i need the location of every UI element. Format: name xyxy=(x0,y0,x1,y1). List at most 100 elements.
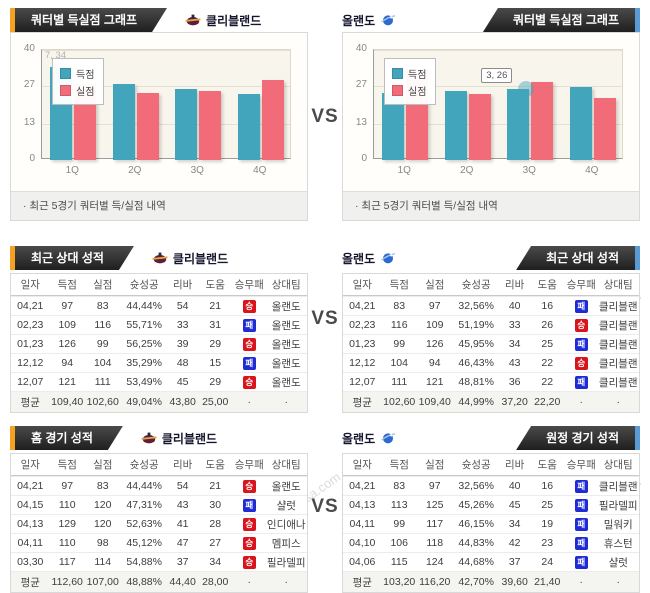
table-row: 01,23 126 99 56,25% 39 29 승 올랜도 xyxy=(11,334,307,353)
assists: 25 xyxy=(541,499,554,511)
opponent: 휴스턴 xyxy=(603,537,633,550)
orlando-logo-icon xyxy=(381,253,396,264)
table-header-row: 일자 득점 실점 슛성공 리바 도움 승무패 상대팀 xyxy=(11,274,307,296)
col-header-assists: 도움 xyxy=(537,279,557,291)
rebounds: 40 xyxy=(508,480,521,492)
result: 패 xyxy=(565,555,598,569)
bar[interactable] xyxy=(382,92,405,160)
bar[interactable] xyxy=(569,87,592,160)
points-for: 104 xyxy=(390,357,408,369)
table-row: 03,30 117 114 54,88% 37 34 승 필라델피 xyxy=(11,552,307,571)
bar[interactable] xyxy=(531,81,554,160)
bar[interactable] xyxy=(175,88,198,160)
table-row: 04,10 106 118 44,83% 42 23 패 휴스턴 xyxy=(343,533,639,552)
y-tick-label: 13 xyxy=(23,117,35,129)
col-header-rebounds: 리바 xyxy=(172,459,193,471)
away-banner-right: 올랜도 원정 경기 성적 xyxy=(342,426,640,450)
col-header-fg-pct: 슛성공 xyxy=(129,459,159,471)
fg-pct: 44,99% xyxy=(458,396,494,408)
result: 승 xyxy=(233,337,266,351)
bar[interactable] xyxy=(468,94,491,160)
col-header-points-for: 득점 xyxy=(389,279,409,291)
y-tick-label: 27 xyxy=(23,78,35,90)
quarter-bar-chart-right[interactable]: 득점 실점 3, 26 0 13 27 40 1Q 2Q 3Q 4Q xyxy=(343,33,639,191)
col-header-points-for: 득점 xyxy=(57,459,77,471)
date: 04,11 xyxy=(349,518,375,530)
section-title-away-right: 원정 경기 성적 xyxy=(516,426,635,450)
points-for: 109,40 xyxy=(51,396,84,408)
result: 패 xyxy=(233,498,266,512)
h2h-banner-right: 올랜도 최근 상대 성적 xyxy=(342,246,640,270)
team-name: 올랜도 xyxy=(342,251,376,266)
col-header-fg-pct: 슛성공 xyxy=(461,459,491,471)
date: 04,21 xyxy=(349,480,376,492)
col-header-points-against: 실점 xyxy=(425,459,445,471)
date: 01,23 xyxy=(17,338,44,350)
bar[interactable] xyxy=(112,84,135,160)
assists: 22 xyxy=(541,376,554,388)
col-header-points-for: 득점 xyxy=(57,279,77,291)
gridline xyxy=(42,50,290,51)
fg-pct: 32,56% xyxy=(458,300,494,312)
fg-pct: 46,15% xyxy=(458,518,494,530)
vs-label-middle: VS xyxy=(311,308,339,329)
bar[interactable] xyxy=(444,91,467,160)
assists: 21 xyxy=(209,300,222,312)
col-header-opponent: 상대팀 xyxy=(603,279,633,291)
points-against: 104 xyxy=(93,357,112,369)
table-header-row: 일자 득점 실점 슛성공 리바 도움 승무패 상대팀 xyxy=(11,454,307,476)
points-against: 83 xyxy=(96,480,109,492)
section-title-h2h-left: 최근 상대 성적 xyxy=(15,246,134,270)
rebounds: 37,20 xyxy=(501,396,528,408)
bar[interactable] xyxy=(199,91,222,160)
assists: 15 xyxy=(209,357,222,369)
col-header-points-against: 실점 xyxy=(425,279,445,291)
points-against: 97 xyxy=(428,300,441,312)
col-header-points-for: 득점 xyxy=(389,459,409,471)
assists: 26 xyxy=(541,319,554,331)
col-header-assists: 도움 xyxy=(537,459,557,471)
col-header-fg-pct: 슛성공 xyxy=(461,279,491,291)
y-tick-label: 40 xyxy=(23,43,35,54)
points-against: 107,00 xyxy=(86,576,119,588)
fg-pct: 49,04% xyxy=(126,396,162,408)
table-row: 02,23 109 116 55,71% 33 31 패 올랜도 xyxy=(11,315,307,334)
orlando-logo-icon xyxy=(381,15,396,26)
points-against: 102,60 xyxy=(86,396,119,408)
bar[interactable] xyxy=(507,88,530,160)
points-against: 97 xyxy=(428,480,441,492)
points-against: 120 xyxy=(93,499,112,511)
rebounds: 43 xyxy=(176,499,189,511)
team-label-cleveland: 클리블랜드 xyxy=(141,430,217,447)
points-against: 94 xyxy=(428,357,441,369)
date: 평균 xyxy=(20,396,40,409)
chart-banner-right: 올랜도 쿼터별 득실점 그래프 xyxy=(342,8,640,32)
opponent: 클리블랜 xyxy=(598,357,638,370)
fg-pct: 35,29% xyxy=(126,357,162,369)
result: 패 xyxy=(565,299,598,313)
fg-pct: 54,88% xyxy=(126,556,162,568)
date: 04,13 xyxy=(349,499,376,511)
result: 패 xyxy=(233,356,266,370)
result: 패 xyxy=(565,337,598,351)
table-row: 12,12 94 104 35,29% 48 15 패 올랜도 xyxy=(11,353,307,372)
bar[interactable] xyxy=(261,80,284,160)
points-for: 106 xyxy=(390,537,408,549)
result-badge-win: 승 xyxy=(242,517,256,531)
assists: 21,40 xyxy=(534,576,561,588)
result-badge-loss: 패 xyxy=(242,498,256,512)
assists: 23 xyxy=(541,537,554,549)
points-against: 116,20 xyxy=(419,576,451,588)
bar[interactable] xyxy=(593,98,616,160)
bar[interactable] xyxy=(237,94,260,160)
quarter-bar-chart-left[interactable]: 득점 실점 7, 34 0 13 27 40 1Q 2Q 3Q 4Q xyxy=(11,33,307,191)
vs-label-bottom: VS xyxy=(311,496,339,517)
assists: 19 xyxy=(541,518,554,530)
points-against: 114 xyxy=(94,556,112,568)
points-against: 111 xyxy=(94,376,111,388)
bar[interactable] xyxy=(136,92,159,160)
points-for: 117 xyxy=(58,556,76,568)
opponent: 클리블랜 xyxy=(598,300,638,313)
result: 패 xyxy=(565,375,598,389)
